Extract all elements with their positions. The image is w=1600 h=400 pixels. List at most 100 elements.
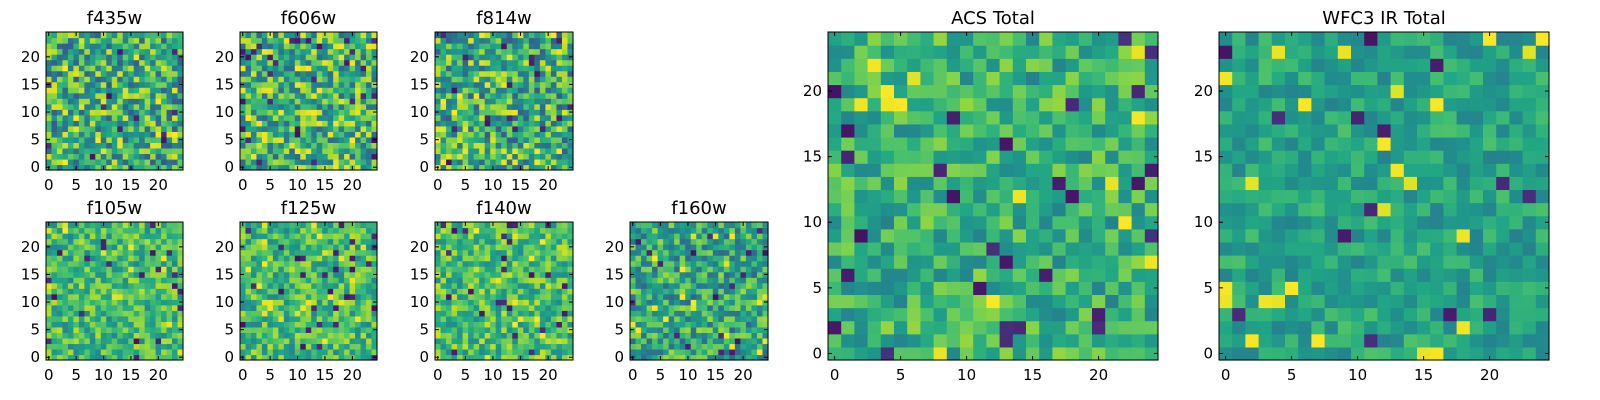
heatmap-cell	[62, 227, 69, 234]
heatmap-cell	[245, 37, 252, 44]
heatmap-cell	[652, 315, 659, 322]
heatmap-cell	[272, 153, 279, 160]
heatmap-cell	[1026, 228, 1040, 243]
heatmap-cell	[78, 271, 85, 278]
heatmap-cell	[261, 244, 268, 251]
heatmap-cell	[479, 271, 486, 278]
heatmap-cell	[250, 354, 258, 361]
heatmap-cell	[561, 321, 569, 328]
heatmap-cell	[272, 337, 279, 345]
heatmap-cell	[366, 98, 373, 105]
heatmap-cell	[327, 260, 334, 267]
heatmap-cell	[501, 277, 508, 284]
heatmap-cell	[371, 103, 378, 110]
heatmap-cell	[457, 255, 464, 262]
heatmap-cell	[495, 125, 502, 132]
heatmap-cell	[150, 299, 157, 306]
heatmap-cell	[250, 293, 258, 300]
heatmap-cell	[539, 43, 546, 50]
heatmap-cell	[635, 233, 642, 240]
heatmap-cell	[322, 131, 329, 138]
heatmap-cell	[484, 59, 491, 66]
heatmap-cell	[117, 233, 124, 240]
heatmap-cell	[117, 222, 124, 229]
heatmap-cell	[95, 326, 102, 333]
heatmap-cell	[528, 260, 535, 267]
heatmap-cell	[289, 222, 296, 229]
heatmap-cell	[534, 304, 541, 311]
heatmap-cell	[674, 271, 681, 278]
heatmap-cell	[311, 304, 318, 311]
heatmap-cell	[657, 321, 664, 328]
heatmap-cell	[740, 244, 747, 251]
heatmap-cell	[539, 147, 546, 155]
heatmap-cell	[305, 131, 312, 138]
heatmap-cell	[473, 348, 480, 356]
heatmap-cell	[144, 158, 151, 166]
heatmap-cell	[122, 238, 129, 245]
heatmap-cell	[250, 227, 258, 234]
heatmap-cell	[122, 92, 129, 99]
heatmap-cell	[272, 136, 279, 143]
heatmap-cell	[484, 255, 491, 262]
heatmap-cell	[479, 315, 486, 322]
heatmap-cell	[960, 255, 974, 269]
heatmap-cell	[289, 164, 296, 171]
heatmap-cell	[484, 76, 491, 83]
heatmap-cell	[1144, 255, 1159, 269]
heatmap-cell	[446, 98, 453, 105]
heatmap-cell	[51, 337, 58, 345]
heatmap-cell	[484, 136, 491, 143]
heatmap-cell	[166, 65, 173, 72]
heatmap-cell	[355, 354, 362, 361]
heatmap-cell	[534, 114, 541, 121]
heatmap-cell	[46, 37, 53, 44]
heatmap-cell	[534, 288, 541, 295]
heatmap-cell	[933, 189, 948, 204]
heatmap-cell	[106, 233, 113, 240]
heatmap-cell	[360, 125, 367, 132]
heatmap-cell	[440, 48, 447, 55]
heatmap-cell	[973, 150, 987, 164]
heatmap-cell	[457, 354, 464, 361]
heatmap-cell	[567, 142, 574, 149]
heatmap-cell	[506, 125, 513, 132]
heatmap-cell	[630, 332, 637, 339]
heatmap-cell	[745, 326, 753, 333]
heatmap-cell	[256, 326, 263, 333]
heatmap-cell	[523, 321, 530, 328]
heatmap-cell	[84, 48, 91, 55]
heatmap-cell	[1144, 163, 1159, 177]
heatmap-cell	[1052, 202, 1067, 217]
heatmap-cell	[311, 98, 318, 105]
heatmap-cell	[729, 266, 736, 273]
heatmap-cell	[294, 227, 301, 234]
heatmap-cell	[344, 109, 351, 116]
heatmap-cell	[349, 227, 356, 234]
heatmap-cell	[867, 215, 882, 230]
heatmap-cell	[451, 59, 458, 66]
heatmap-cell	[366, 131, 373, 138]
heatmap-cell	[122, 87, 129, 94]
heatmap-cell	[1118, 176, 1133, 191]
heatmap-cell	[272, 299, 279, 306]
heatmap-cell	[89, 348, 96, 356]
heatmap-cell	[261, 238, 268, 245]
heatmap-cell	[462, 131, 469, 138]
heatmap-cell	[473, 120, 480, 127]
heatmap-cell	[51, 125, 58, 132]
heatmap-cell	[100, 136, 107, 143]
heatmap-cell	[762, 315, 769, 322]
heatmap-cell	[561, 76, 569, 83]
heatmap-cell	[245, 321, 252, 328]
heatmap-cell	[46, 125, 53, 132]
heatmap-cell	[283, 153, 290, 160]
heatmap-cell	[528, 98, 535, 105]
heatmap-cell	[446, 147, 453, 155]
heatmap-cell	[56, 92, 64, 99]
heatmap-cell	[78, 164, 85, 171]
heatmap-cell	[305, 315, 312, 322]
heatmap-cell	[707, 249, 714, 256]
heatmap-cell	[451, 310, 458, 317]
heatmap-cell	[479, 65, 486, 72]
